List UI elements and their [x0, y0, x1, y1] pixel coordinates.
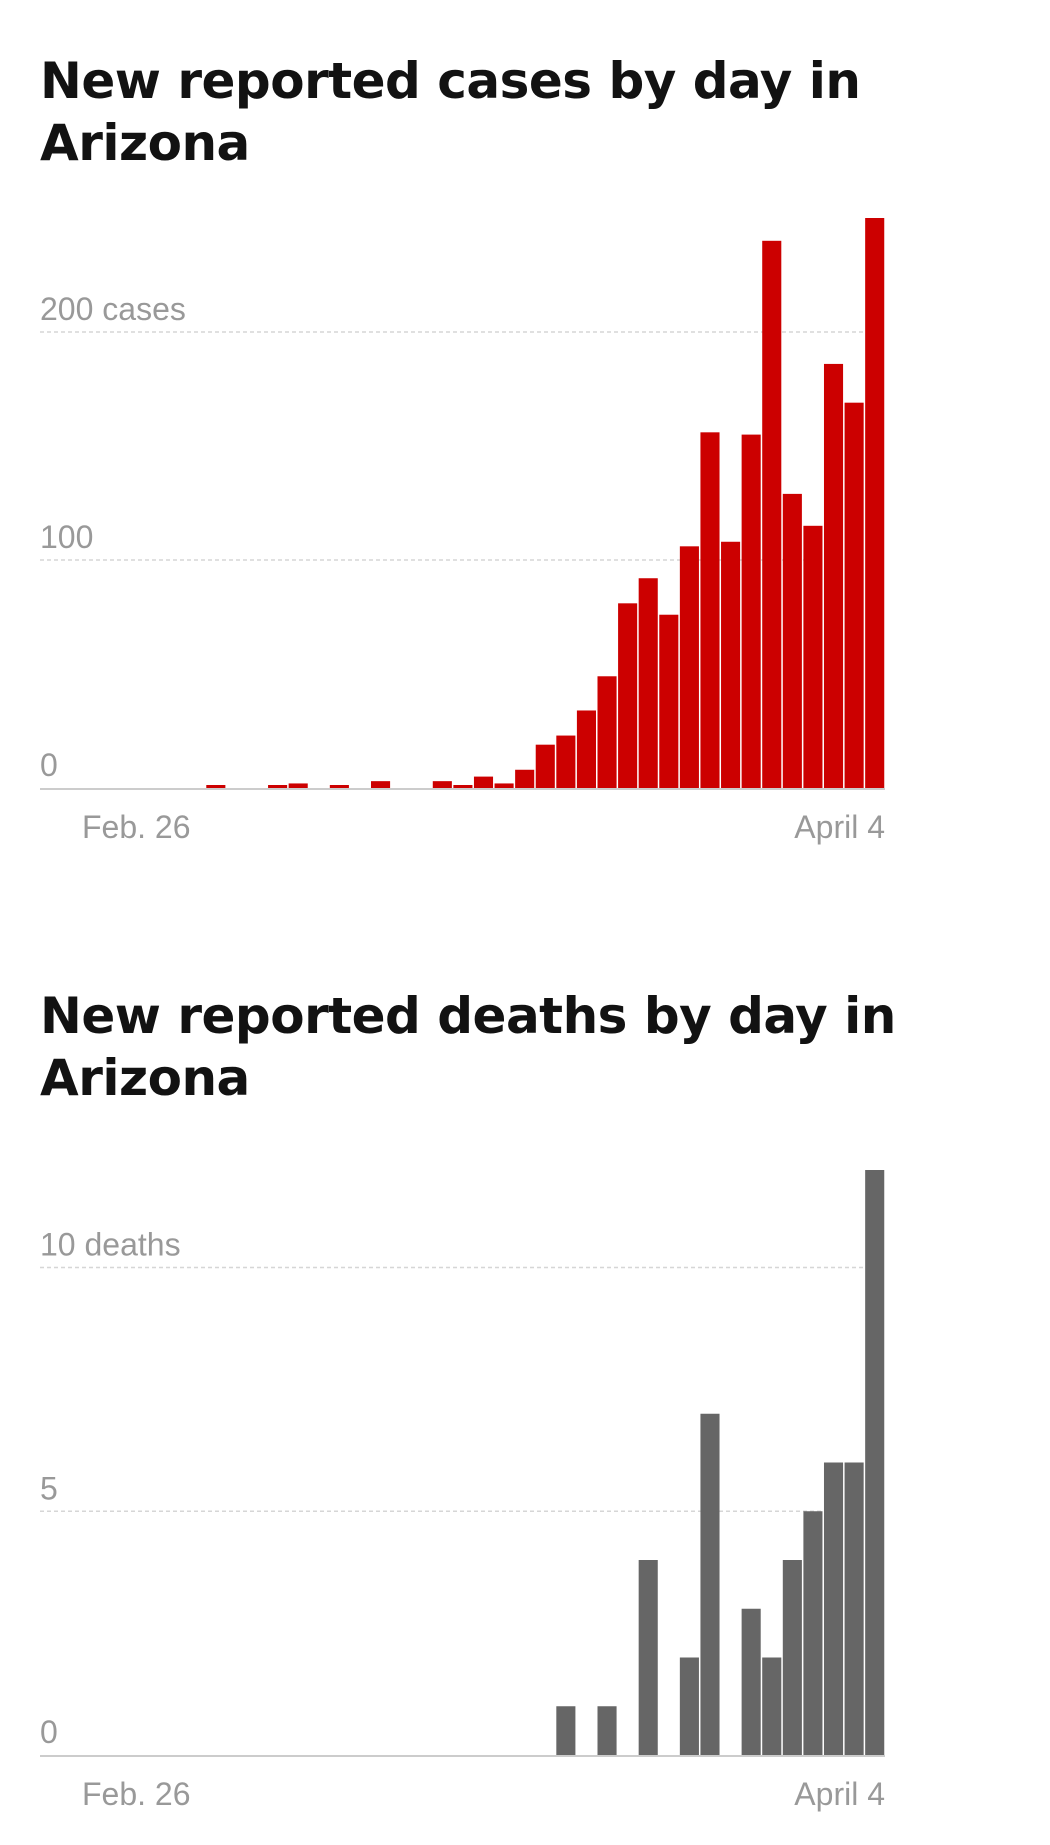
cases-x-start-label: Feb. 26 [82, 809, 191, 845]
cases-x-end-label: April 4 [794, 809, 885, 845]
cases-bar-28 [659, 614, 679, 788]
deaths-x-end-label: April 4 [794, 1776, 885, 1812]
cases-bar-19 [473, 776, 494, 788]
cases-bar-10 [288, 783, 308, 788]
cases-bar-33 [762, 240, 782, 789]
cases-bar-22 [535, 744, 555, 788]
deaths-x-start-label: Feb. 26 [82, 1776, 191, 1812]
cases-bar-34 [782, 493, 802, 788]
cases-bar-21 [515, 769, 535, 788]
cases-bar-31 [721, 541, 741, 788]
cases-y-tick-label: 200 cases [40, 291, 186, 327]
cases-bar-24 [576, 710, 596, 788]
deaths-bar-32 [741, 1608, 761, 1755]
deaths-chart-title: New reported deaths by day in Arizona [40, 987, 896, 1107]
cases-bar-18 [453, 785, 473, 788]
deaths-chart-plot: 0 5 10 deaths Feb. 26 April 4 [40, 1170, 885, 1812]
cases-y-tick-label: 100 [40, 519, 93, 555]
deaths-y-tick-label: 10 deaths [40, 1227, 181, 1263]
deaths-bar-34 [782, 1560, 802, 1755]
cases-bar-38 [865, 218, 885, 788]
cases-bar-30 [700, 432, 720, 788]
deaths-bar-33 [762, 1657, 782, 1755]
deaths-bar-38 [865, 1170, 885, 1755]
deaths-bar-29 [679, 1657, 699, 1755]
cases-bar-6 [206, 785, 226, 788]
cases-bar-32 [741, 434, 761, 788]
cases-bar-36 [823, 363, 844, 788]
deaths-bar-37 [844, 1462, 864, 1755]
cases-bar-14 [371, 781, 391, 788]
deaths-bar-27 [638, 1560, 658, 1755]
cases-bar-26 [618, 603, 638, 788]
cases-bar-23 [556, 735, 576, 788]
cases-bar-35 [803, 525, 823, 788]
deaths-bar-30 [700, 1413, 720, 1755]
deaths-chart: New reported deaths by day in Arizona 0 5… [0, 985, 1050, 1812]
deaths-bar-36 [823, 1462, 844, 1755]
cases-bar-20 [494, 783, 514, 788]
cases-bar-27 [638, 578, 658, 788]
cases-bar-9 [268, 785, 288, 788]
cases-chart-title: New reported cases by day in Arizona [40, 52, 861, 172]
cases-bar-25 [597, 676, 617, 788]
deaths-bar-25 [597, 1706, 617, 1755]
cases-bar-17 [432, 781, 452, 788]
deaths-y-tick-label: 0 [40, 1714, 58, 1750]
cases-bar-12 [329, 785, 349, 788]
cases-bar-37 [844, 402, 864, 788]
deaths-bar-35 [803, 1511, 823, 1755]
deaths-bar-23 [556, 1706, 576, 1755]
deaths-y-tick-label: 5 [40, 1470, 58, 1506]
cases-y-tick-label: 0 [40, 747, 58, 783]
cases-chart-plot: 0 100 200 cases Feb. 26 April 4 [40, 218, 885, 845]
cases-bar-29 [679, 546, 699, 788]
cases-chart: New reported cases by day in Arizona 0 10… [0, 50, 1050, 845]
